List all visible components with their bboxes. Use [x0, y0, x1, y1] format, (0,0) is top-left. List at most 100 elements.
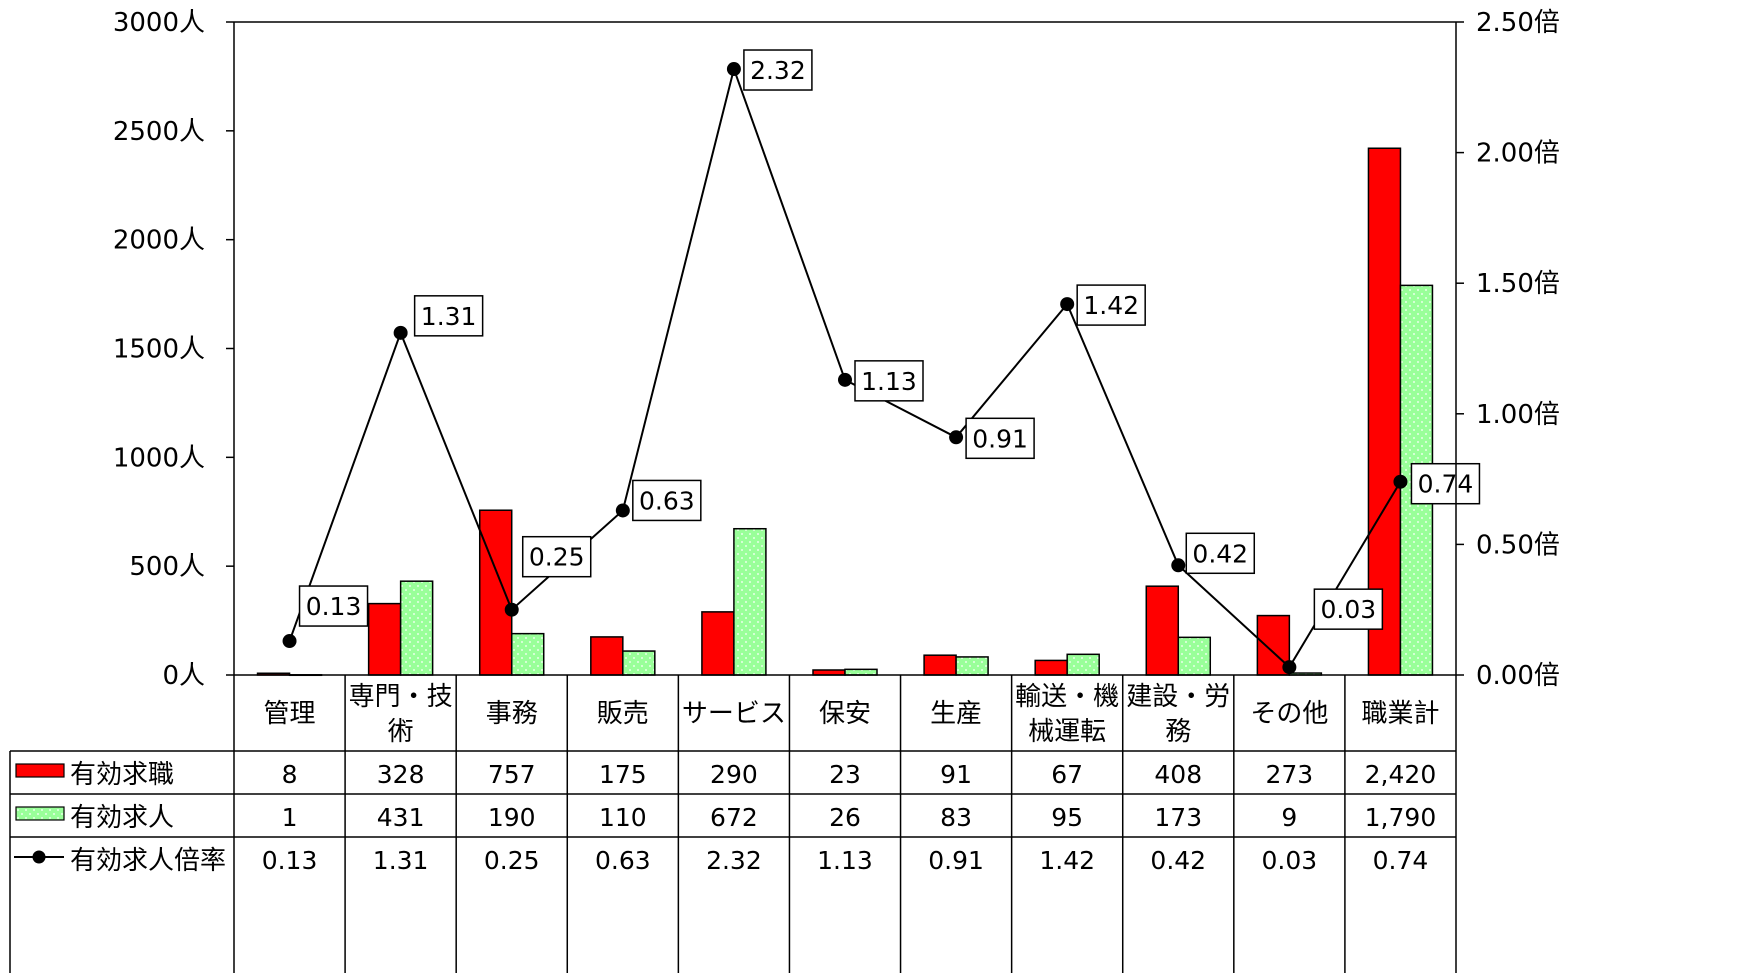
ratio-data-label-text-10: 0.74 — [1418, 470, 1474, 499]
ratio-data-label-text-0: 0.13 — [306, 592, 362, 621]
right-tick-label-5: 2.50倍 — [1476, 8, 1560, 38]
ratio-data-label-box-1 — [413, 295, 484, 337]
ratio-point-2 — [504, 602, 519, 617]
bar-job-seekers-5 — [812, 669, 846, 676]
bar-job-seekers-1 — [367, 602, 402, 676]
ratio-data-label-3: 0.63 — [632, 479, 702, 522]
table-cell-2-10: 0.74 — [1373, 846, 1429, 875]
left-tick-label-2: 1000人 — [113, 443, 205, 473]
ratio-point-3 — [615, 503, 630, 518]
category-label-1-line-0: 専門・技 — [349, 682, 453, 712]
ratio-data-label-text-5: 1.13 — [861, 367, 917, 396]
category-label-6: 生産 — [930, 699, 982, 729]
legend-label-2: 有効求人倍率 — [70, 846, 226, 876]
table-cell-1-7: 95 — [1051, 803, 1083, 832]
ratio-point-6 — [949, 430, 964, 445]
table-cell-1-8: 173 — [1154, 803, 1202, 832]
ratio-point-5 — [838, 372, 852, 387]
ratio-point-1 — [393, 325, 408, 340]
ratio-data-label-6: 0.91 — [965, 417, 1035, 460]
bar-job-seekers-7 — [1034, 659, 1068, 676]
category-label-7-line-0: 輸送・機 — [1015, 682, 1119, 712]
category-label-0: 管理 — [264, 699, 316, 729]
legend-key-job-seekers — [15, 763, 65, 778]
bar-job-openings-6 — [955, 656, 989, 676]
ratio-data-label-4: 2.32 — [743, 49, 813, 91]
bar-job-openings-3 — [622, 650, 656, 676]
table-cell-1-4: 672 — [710, 803, 758, 832]
category-label-1-line-1: 術 — [388, 717, 414, 747]
ratio-point-10 — [1393, 474, 1408, 489]
category-label-7-line-1: 械運転 — [1028, 717, 1106, 747]
ratio-point-8 — [1171, 558, 1186, 573]
left-tick-label-0: 0人 — [162, 661, 205, 691]
table-cell-0-0: 8 — [282, 760, 298, 789]
table-cell-2-4: 2.32 — [706, 846, 762, 875]
table-cell-2-2: 0.25 — [484, 846, 540, 875]
ratio-data-label-box-6 — [965, 417, 1035, 460]
left-tick-label-1: 500人 — [129, 552, 205, 582]
table-cell-2-0: 0.13 — [262, 846, 318, 875]
bar-job-openings-2 — [510, 632, 545, 676]
ratio-point-0 — [282, 634, 297, 649]
table-cell-0-7: 67 — [1051, 760, 1083, 789]
ratio-data-label-text-6: 0.91 — [972, 424, 1028, 453]
ratio-data-label-box-5 — [854, 360, 924, 402]
table-cell-0-9: 273 — [1266, 760, 1314, 789]
ratio-data-label-box-7 — [1076, 284, 1146, 326]
ratio-data-label-box-2 — [521, 535, 592, 578]
legend-key-ratio-marker — [32, 850, 46, 864]
table-cell-1-0: 1 — [282, 803, 298, 832]
ratio-data-label-2: 0.25 — [521, 535, 592, 578]
right-tick-label-4: 2.00倍 — [1476, 139, 1560, 169]
ratio-data-label-text-4: 2.32 — [750, 56, 806, 85]
bar-job-openings-1 — [399, 580, 434, 676]
table-cell-0-8: 408 — [1154, 760, 1202, 789]
ratio-data-label-text-7: 1.42 — [1083, 291, 1139, 320]
left-tick-label-4: 2000人 — [113, 226, 205, 256]
table-cell-0-6: 91 — [940, 760, 972, 789]
ratio-data-label-1: 1.31 — [413, 295, 484, 337]
table-cell-1-6: 83 — [940, 803, 972, 832]
category-label-8-line-0: 建設・労 — [1126, 682, 1230, 712]
category-label-2: 事務 — [486, 699, 538, 729]
category-label-4: サービス — [682, 699, 786, 729]
ratio-data-label-0: 0.13 — [298, 585, 369, 627]
ratio-data-label-8: 0.42 — [1185, 532, 1256, 575]
ratio-data-label-7: 1.42 — [1076, 284, 1146, 326]
table-cell-1-10: 1,790 — [1365, 803, 1437, 832]
ratio-data-label-5: 1.13 — [854, 360, 924, 402]
table-cell-1-3: 110 — [599, 803, 647, 832]
ratio-point-9 — [1282, 660, 1297, 675]
ratio-data-label-box-10 — [1410, 462, 1481, 505]
ratio-data-label-box-9 — [1313, 588, 1384, 630]
table-cell-2-5: 1.13 — [817, 846, 873, 875]
table-cell-0-5: 23 — [829, 760, 861, 789]
category-label-9: その他 — [1250, 699, 1328, 729]
bar-job-openings-7 — [1066, 653, 1100, 676]
bar-job-seekers-6 — [923, 654, 957, 676]
bar-job-openings-5 — [844, 668, 878, 676]
table-cell-0-4: 290 — [710, 760, 758, 789]
table-cell-1-1: 431 — [377, 803, 425, 832]
table-cell-0-3: 175 — [599, 760, 647, 789]
category-label-10: 職業計 — [1361, 699, 1439, 729]
ratio-data-label-text-2: 0.25 — [529, 543, 585, 572]
ratio-data-label-text-1: 1.31 — [421, 302, 477, 331]
table-cell-1-2: 190 — [488, 803, 536, 832]
ratio-data-label-text-9: 0.03 — [1321, 595, 1377, 624]
ratio-data-label-text-8: 0.42 — [1192, 539, 1248, 568]
table-cell-2-9: 0.03 — [1262, 846, 1318, 875]
right-tick-label-0: 0.00倍 — [1476, 661, 1560, 691]
ratio-data-label-9: 0.03 — [1313, 588, 1384, 630]
left-tick-label-3: 1500人 — [113, 335, 205, 365]
ratio-point-7 — [1060, 297, 1075, 312]
legend-label-1: 有効求人 — [70, 803, 174, 833]
table-cell-2-1: 1.31 — [373, 846, 429, 875]
table-cell-2-3: 0.63 — [595, 846, 651, 875]
table-cell-0-2: 757 — [488, 760, 536, 789]
table-cell-1-5: 26 — [829, 803, 861, 832]
ratio-data-label-box-8 — [1185, 532, 1256, 575]
table-cell-2-8: 0.42 — [1150, 846, 1206, 875]
